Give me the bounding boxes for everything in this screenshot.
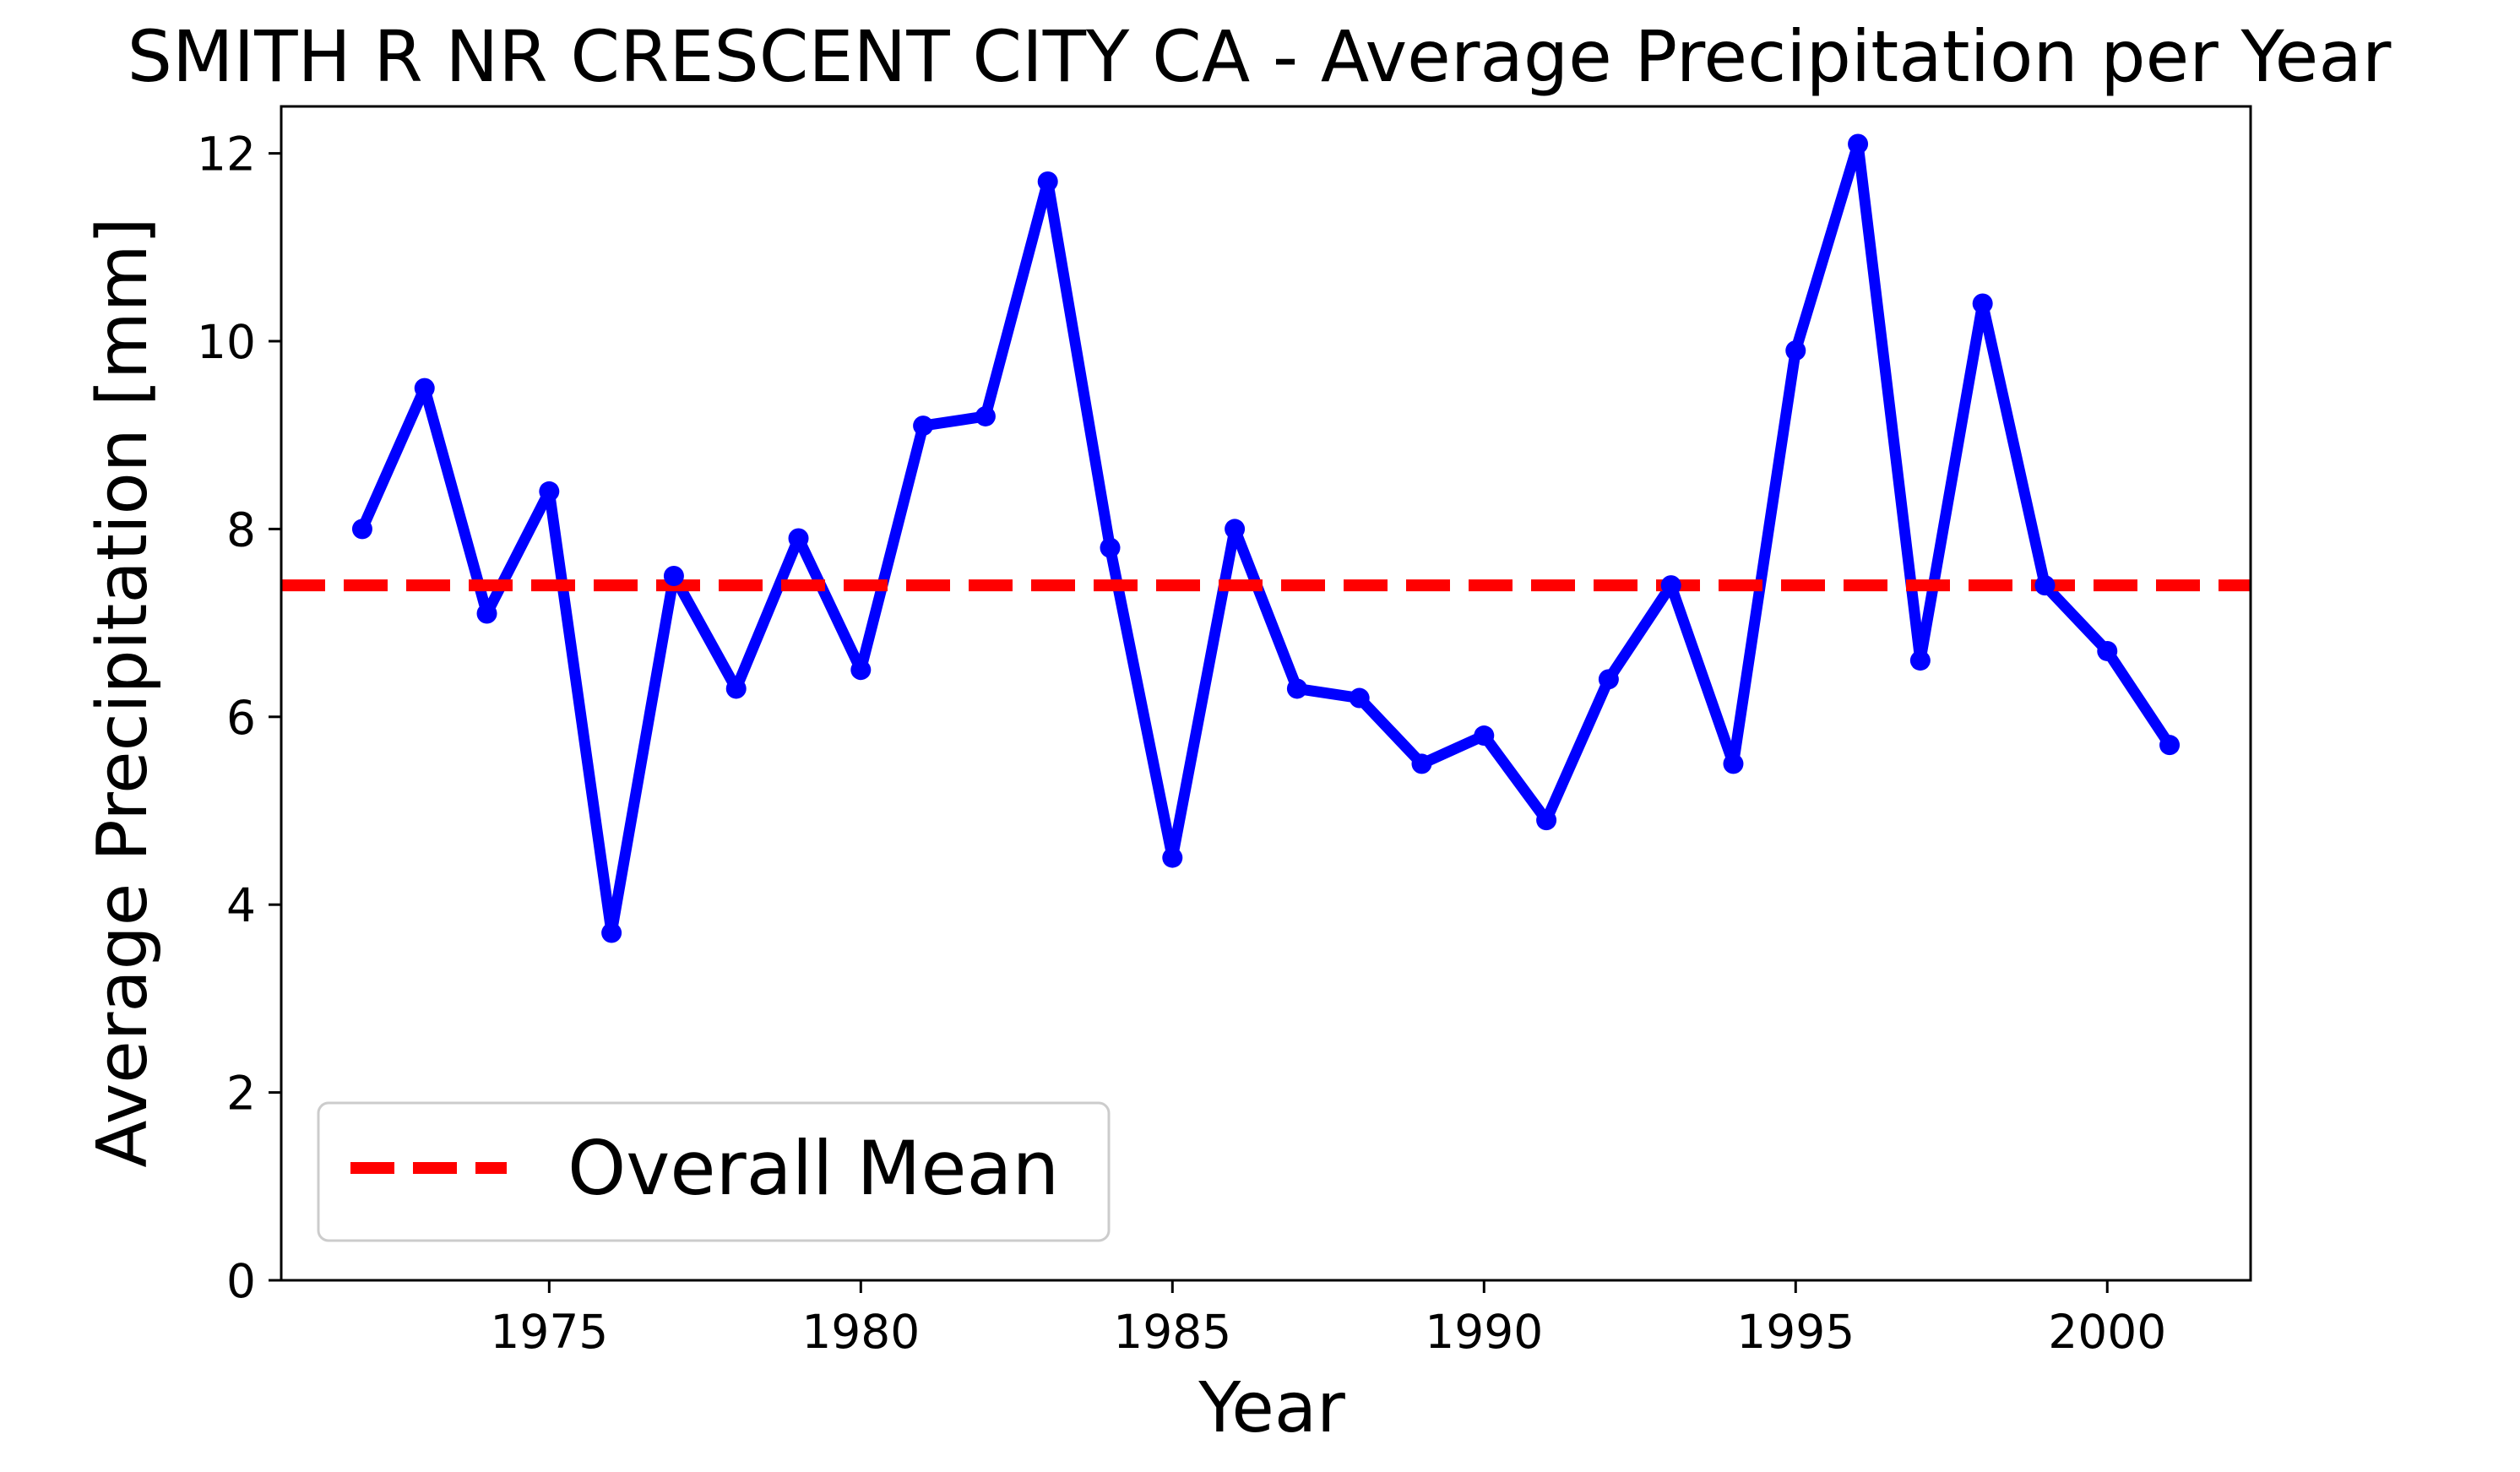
x-tick-label: 1975 [490,1305,608,1359]
data-point [1598,669,1619,690]
data-point [1100,537,1121,558]
data-point [1660,575,1681,596]
chart-title: SMITH R NR CRESCENT CITY CA - Average Pr… [128,15,2392,98]
data-point [1785,340,1806,361]
data-point [1909,650,1931,671]
precipitation-series-line [356,138,2175,939]
data-point [2097,640,2118,661]
plot-area [280,105,2252,1282]
legend: Overall Mean [317,1101,1111,1242]
data-point [414,378,435,399]
data-point [1972,293,1993,314]
data-point [2159,735,2181,756]
data-point [725,678,747,699]
y-tick-label: 8 [226,502,256,557]
x-tick-label: 2000 [2048,1305,2166,1359]
data-point [1474,725,1495,747]
data-point [1848,133,1869,155]
axes-frame [280,105,2252,1282]
y-tick-label: 0 [226,1254,256,1308]
data-point [1349,687,1370,709]
x-tick-label: 1995 [1736,1305,1855,1359]
data-point [1723,753,1744,774]
data-point [1411,753,1432,774]
data-point [2034,575,2056,596]
x-tick-label: 1985 [1113,1305,1231,1359]
data-point [1286,678,1307,699]
data-point [351,519,372,540]
y-tick-label: 4 [226,878,256,932]
x-axis-ticks: 1975 1980 1985 1990 1995 2000 [490,1280,2166,1359]
data-point [1225,519,1246,540]
y-tick-label: 10 [197,315,256,369]
data-point [913,416,934,437]
data-point [601,922,622,943]
x-tick-label: 1980 [801,1305,920,1359]
data-point [788,528,809,549]
y-axis-label: Average Precipitation [mm] [83,217,163,1167]
legend-box [317,1101,1111,1242]
y-tick-label: 2 [226,1067,256,1121]
y-tick-label: 6 [226,691,256,745]
y-axis-ticks: 0 2 4 6 8 10 12 [197,128,281,1308]
data-point [850,660,872,681]
data-point [539,481,560,502]
y-tick-label: 12 [197,128,256,182]
data-point [1037,171,1058,192]
data-point [663,566,684,586]
x-tick-label: 1990 [1425,1305,1543,1359]
data-point [476,603,497,624]
x-axis-label: Year [1198,1368,1345,1448]
data-point [1536,810,1557,831]
data-point [975,405,996,426]
legend-label-overall-mean: Overall Mean [568,1125,1059,1212]
data-point [1162,847,1183,868]
